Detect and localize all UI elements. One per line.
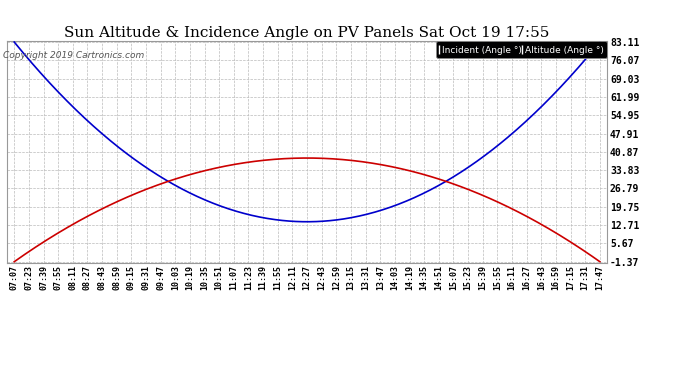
Title: Sun Altitude & Incidence Angle on PV Panels Sat Oct 19 17:55: Sun Altitude & Incidence Angle on PV Pan…	[64, 26, 550, 40]
Text: Copyright 2019 Cartronics.com: Copyright 2019 Cartronics.com	[3, 51, 145, 60]
Legend: Incident (Angle °), Altitude (Angle °): Incident (Angle °), Altitude (Angle °)	[436, 41, 607, 58]
